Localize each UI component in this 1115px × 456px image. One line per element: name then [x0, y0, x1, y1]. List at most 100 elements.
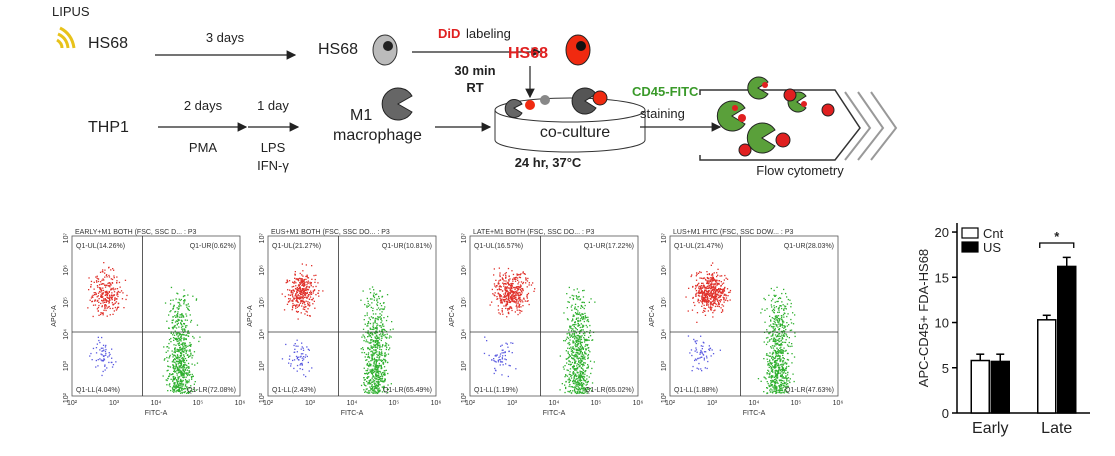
event-dot — [302, 303, 303, 304]
event-dot — [118, 303, 119, 304]
event-dot — [374, 293, 375, 294]
event-dot — [492, 289, 493, 290]
event-dot — [302, 276, 303, 277]
event-dot — [494, 268, 495, 269]
event-dot — [783, 325, 784, 326]
event-dot — [579, 371, 580, 372]
event-dot — [497, 354, 498, 355]
event-dot — [691, 274, 692, 275]
event-dot — [94, 292, 95, 293]
event-dot — [701, 296, 702, 297]
event-dot — [382, 334, 383, 335]
event-dot — [773, 326, 774, 327]
event-dot — [781, 371, 782, 372]
event-dot — [377, 316, 378, 317]
event-dot — [782, 370, 783, 371]
event-dot — [164, 359, 165, 360]
event-dot — [498, 309, 499, 310]
event-dot — [490, 304, 491, 305]
event-dot — [97, 276, 98, 277]
event-dot — [292, 296, 293, 297]
event-dot — [378, 296, 379, 297]
event-dot — [523, 282, 524, 283]
event-dot — [110, 285, 111, 286]
event-dot — [172, 334, 173, 335]
event-dot — [498, 312, 499, 313]
event-dot — [779, 344, 780, 345]
event-dot — [501, 286, 502, 287]
event-dot — [373, 324, 374, 325]
event-dot — [308, 294, 309, 295]
event-dot — [112, 366, 113, 367]
event-dot — [169, 356, 170, 357]
event-dot — [381, 353, 382, 354]
event-dot — [110, 269, 111, 270]
event-dot — [769, 363, 770, 364]
event-dot — [367, 383, 368, 384]
event-dot — [581, 383, 582, 384]
event-dot — [99, 342, 100, 343]
event-dot — [696, 290, 697, 291]
quadrant-label: Q1-LL(2.43%) — [272, 387, 316, 394]
event-dot — [785, 293, 786, 294]
event-dot — [715, 280, 716, 281]
legend-label: US — [983, 240, 1001, 255]
event-dot — [179, 338, 180, 339]
event-dot — [783, 369, 784, 370]
quadrant-label: Q1-LR(72.08%) — [187, 387, 236, 394]
event-dot — [788, 377, 789, 378]
event-dot — [707, 301, 708, 302]
event-dot — [373, 295, 374, 296]
event-dot — [300, 273, 301, 274]
event-dot — [292, 282, 293, 283]
event-dot — [581, 348, 582, 349]
event-dot — [372, 317, 373, 318]
event-dot — [501, 295, 502, 296]
event-dot — [364, 304, 365, 305]
event-dot — [505, 363, 506, 364]
event-dot — [776, 287, 777, 288]
event-dot — [303, 283, 304, 284]
event-dot — [712, 349, 713, 350]
event-dot — [114, 291, 115, 292]
event-dot — [786, 384, 787, 385]
event-dot — [186, 377, 187, 378]
event-dot — [780, 352, 781, 353]
event-dot — [171, 374, 172, 375]
event-dot — [300, 301, 301, 302]
event-dot — [783, 310, 784, 311]
event-dot — [706, 356, 707, 357]
event-dot — [695, 285, 696, 286]
event-dot — [310, 283, 311, 284]
event-dot — [572, 358, 573, 359]
event-dot — [717, 269, 718, 270]
event-dot — [518, 286, 519, 287]
plot-title: EARLY+M1 BOTH (FSC, SSC D... : P3 — [75, 229, 197, 236]
event-dot — [496, 296, 497, 297]
quadrant-label: Q1-UL(16.57%) — [474, 243, 523, 250]
event-dot — [105, 310, 106, 311]
event-dot — [173, 360, 174, 361]
event-dot — [183, 337, 184, 338]
event-dot — [310, 296, 311, 297]
event-dot — [510, 342, 511, 343]
event-dot — [379, 384, 380, 385]
event-dot — [715, 284, 716, 285]
event-dot — [91, 284, 92, 285]
event-dot — [187, 355, 188, 356]
event-dot — [517, 314, 518, 315]
event-dot — [92, 296, 93, 297]
event-dot — [96, 360, 97, 361]
event-dot — [170, 355, 171, 356]
event-dot — [184, 323, 185, 324]
event-dot — [378, 375, 379, 376]
event-dot — [503, 280, 504, 281]
event-dot — [379, 309, 380, 310]
event-dot — [702, 303, 703, 304]
event-dot — [769, 356, 770, 357]
event-dot — [112, 314, 113, 315]
event-dot — [109, 295, 110, 296]
event-dot — [516, 295, 517, 296]
event-dot — [190, 321, 191, 322]
event-dot — [295, 271, 296, 272]
